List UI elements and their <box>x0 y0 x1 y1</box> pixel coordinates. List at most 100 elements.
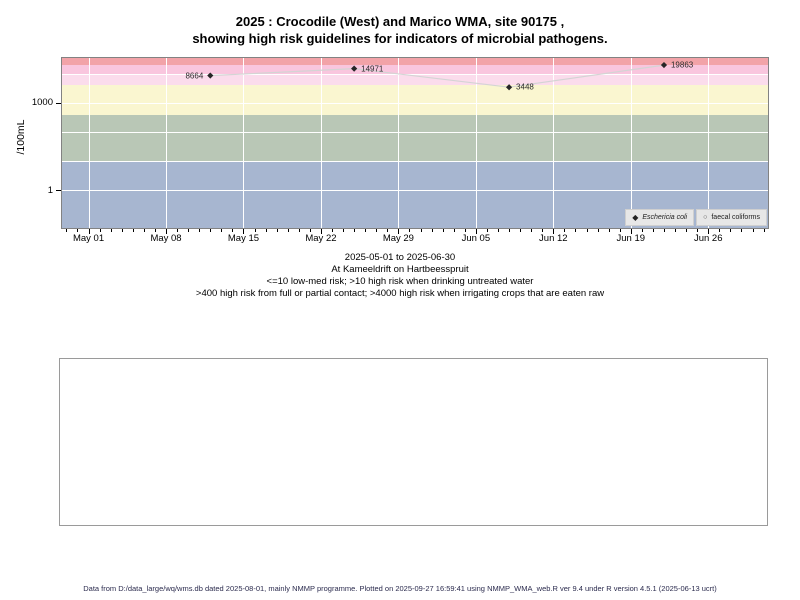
y-tick-label: 1 <box>47 184 53 196</box>
x-minor-tick <box>431 229 433 232</box>
x-minor-tick <box>188 229 190 232</box>
legend-item-eschericia-coli: ◆ Eschericia coli <box>625 209 695 226</box>
horizontal-gridline <box>62 190 768 192</box>
x-minor-tick <box>486 229 488 232</box>
x-tick-label: Jun 19 <box>616 233 646 244</box>
x-minor-tick <box>265 229 267 232</box>
guideline-band <box>62 58 768 65</box>
x-minor-tick <box>154 229 156 232</box>
x-minor-tick <box>520 229 522 232</box>
x-minor-tick <box>641 229 643 232</box>
x-minor-tick <box>343 229 345 232</box>
empty-panel <box>59 358 768 526</box>
vertical-gridline <box>320 58 322 228</box>
x-minor-tick <box>354 229 356 232</box>
x-minor-tick <box>542 229 544 232</box>
data-point-diamond <box>351 65 358 72</box>
x-minor-tick <box>652 229 654 232</box>
x-minor-tick <box>143 229 145 232</box>
x-minor-tick <box>409 229 411 232</box>
x-minor-tick <box>254 229 256 232</box>
x-major-tick <box>630 229 632 234</box>
vertical-gridline <box>553 58 555 228</box>
horizontal-gridline <box>62 102 768 104</box>
vertical-gridline <box>166 58 168 228</box>
x-minor-tick <box>697 229 699 232</box>
x-minor-tick <box>376 229 378 232</box>
x-minor-tick <box>110 229 112 232</box>
x-minor-tick <box>287 229 289 232</box>
x-major-tick <box>708 229 710 234</box>
x-minor-tick <box>365 229 367 232</box>
x-minor-tick <box>509 229 511 232</box>
x-minor-tick <box>719 229 721 232</box>
chart-title-line1: 2025 : Crocodile (West) and Marico WMA, … <box>235 14 565 29</box>
x-minor-tick <box>752 229 754 232</box>
x-minor-tick <box>121 229 123 232</box>
x-major-tick <box>398 229 400 234</box>
x-minor-tick <box>387 229 389 232</box>
x-minor-tick <box>276 229 278 232</box>
x-minor-tick <box>564 229 566 232</box>
subtitle-date-range: 2025-05-01 to 2025-06-30 <box>344 252 456 263</box>
legend: ◆ Eschericia coli ○ faecal coliforms <box>625 209 767 226</box>
x-major-tick <box>88 229 90 234</box>
chart-title-line2: showing high risk guidelines for indicat… <box>192 31 608 46</box>
x-minor-tick <box>586 229 588 232</box>
vertical-gridline <box>708 58 710 228</box>
x-minor-tick <box>597 229 599 232</box>
x-tick-label: May 08 <box>150 233 182 244</box>
legend-item-faecal-coliforms: ○ faecal coliforms <box>696 209 767 226</box>
vertical-gridline <box>398 58 400 228</box>
x-minor-tick <box>464 229 466 232</box>
x-minor-tick <box>221 229 223 232</box>
x-minor-tick <box>608 229 610 232</box>
data-point-diamond <box>505 84 513 91</box>
vertical-gridline <box>243 58 245 228</box>
x-minor-tick <box>730 229 732 232</box>
data-point-label: 19863 <box>670 60 694 70</box>
subtitle-contact-guideline: >400 high risk from full or partial cont… <box>195 288 605 299</box>
x-minor-tick <box>77 229 79 232</box>
x-minor-tick <box>210 229 212 232</box>
x-minor-tick <box>497 229 499 232</box>
plot-area: 8664 14971 3448 19863 ◆ Eschericia coli ○ f… <box>61 57 769 229</box>
vertical-gridline <box>630 58 632 228</box>
guideline-band <box>62 114 768 162</box>
x-major-tick <box>166 229 168 234</box>
x-tick-label: May 29 <box>382 233 414 244</box>
x-minor-tick <box>332 229 333 232</box>
x-minor-tick <box>575 229 577 232</box>
y-tick <box>56 190 61 192</box>
x-tick-label: Jun 12 <box>539 233 568 244</box>
x-minor-tick <box>741 229 743 232</box>
x-minor-tick <box>232 229 234 232</box>
subtitle-site-location: At Kameeldrift on Hartbeesspruit <box>331 264 469 275</box>
horizontal-gridline <box>62 161 768 163</box>
y-axis-label: /100mL <box>15 119 27 155</box>
x-minor-tick <box>420 229 422 232</box>
x-minor-tick <box>442 229 444 232</box>
x-tick-label: May 22 <box>305 233 337 244</box>
subtitle-block: 2025-05-01 to 2025-06-30 At Kameeldrift … <box>0 252 800 300</box>
x-minor-tick <box>199 229 201 232</box>
x-minor-tick <box>531 229 533 232</box>
x-minor-tick <box>309 229 311 232</box>
horizontal-gridline <box>62 73 768 75</box>
filled-diamond-icon: ◆ <box>632 212 639 222</box>
x-tick-label: May 15 <box>227 233 260 244</box>
data-point-diamond <box>660 61 668 69</box>
vertical-gridline <box>475 58 477 228</box>
x-minor-tick <box>619 229 621 232</box>
series-line <box>210 64 665 88</box>
data-point-label: 8664 <box>185 71 204 81</box>
x-minor-tick <box>453 229 455 232</box>
x-major-tick <box>553 229 555 234</box>
open-circle-icon: ○ <box>703 213 708 221</box>
legend-label: Eschericia coli <box>642 214 688 221</box>
x-major-tick <box>475 229 477 234</box>
x-minor-tick <box>99 229 101 232</box>
data-series-layer <box>207 61 668 91</box>
data-point-label: 3448 <box>516 82 534 92</box>
guideline-band <box>62 73 768 86</box>
